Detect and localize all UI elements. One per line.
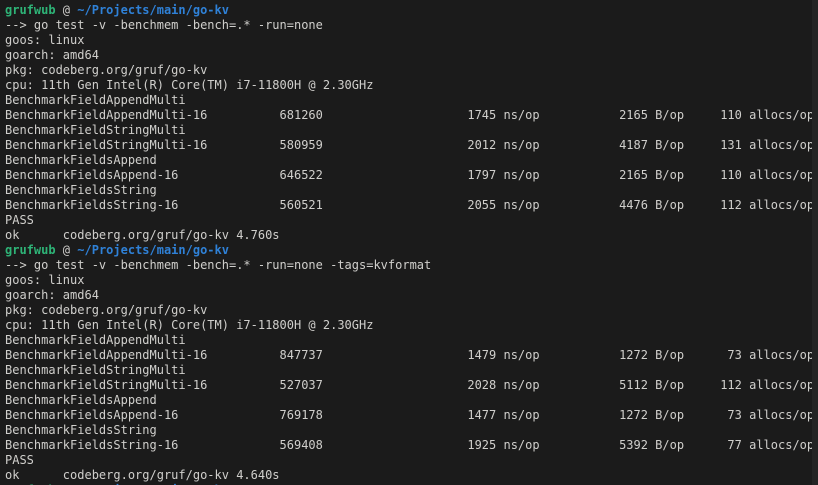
- benchmark-row: BenchmarkFieldsString-16 560521 2055 ns/op…: [5, 198, 818, 213]
- env-line-pkg: pkg: codeberg.org/gruf/go-kv: [5, 303, 208, 317]
- benchmark-ns-per-op: 1477 ns/op: [467, 408, 540, 422]
- benchmark-name: BenchmarkFieldStringMulti-16: [5, 378, 208, 392]
- pass-line: PASS: [5, 453, 34, 467]
- benchmark-group-line: BenchmarkFieldStringMulti: [5, 123, 186, 137]
- benchmark-iterations: 580959: [279, 138, 323, 152]
- command-line: --> go test -v -benchmem -bench=.* -run=…: [5, 258, 432, 272]
- benchmark-name: BenchmarkFieldAppendMulti-16: [5, 108, 208, 122]
- benchmark-name: BenchmarkFieldAppendMulti-16: [5, 348, 208, 362]
- benchmark-group-line: BenchmarkFieldsAppend: [5, 393, 157, 407]
- shell-prompt: grufwub @ ~/Projects/main/go-kv: [5, 3, 818, 18]
- pass-line: PASS: [5, 213, 34, 227]
- benchmark-name: BenchmarkFieldsAppend-16: [5, 168, 179, 182]
- prompt-separator: @: [55, 3, 78, 17]
- shell-prompt: grufwub @ ~/Projects/main/go-kv: [5, 483, 818, 485]
- benchmark-ns-per-op: 1797 ns/op: [467, 168, 540, 182]
- benchmark-iterations: 681260: [279, 108, 323, 122]
- env-line-goarch: goarch: amd64: [5, 48, 99, 62]
- benchmark-row: BenchmarkFieldAppendMulti-16 681260 1745 n…: [5, 108, 818, 123]
- benchmark-iterations: 527037: [279, 378, 323, 392]
- benchmark-allocs-per-op: 110 allocs/op: [720, 108, 815, 122]
- benchmark-ns-per-op: 2012 ns/op: [467, 138, 540, 152]
- benchmark-ns-per-op: 1925 ns/op: [467, 438, 540, 452]
- benchmark-allocs-per-op: 73 allocs/op: [727, 348, 815, 362]
- env-line-goarch: goarch: amd64: [5, 288, 99, 302]
- benchmark-allocs-per-op: 110 allocs/op: [720, 168, 815, 182]
- command-line: --> go test -v -benchmem -bench=.* -run=…: [5, 18, 323, 32]
- prompt-path: ~/Projects/main/go-kv: [77, 483, 229, 485]
- benchmark-row: BenchmarkFieldsAppend-16 646522 1797 ns/op…: [5, 168, 818, 183]
- benchmark-ns-per-op: 2055 ns/op: [467, 198, 540, 212]
- prompt-path: ~/Projects/main/go-kv: [77, 3, 229, 17]
- ok-result-line: ok codeberg.org/gruf/go-kv 4.760s: [5, 228, 280, 242]
- benchmark-ns-per-op: 1479 ns/op: [467, 348, 540, 362]
- benchmark-group-line: BenchmarkFieldsString: [5, 423, 157, 437]
- benchmark-group-line: BenchmarkFieldAppendMulti: [5, 333, 186, 347]
- benchmark-bytes-per-op: 1272 B/op: [619, 348, 685, 362]
- benchmark-allocs-per-op: 77 allocs/op: [727, 438, 815, 452]
- env-line-cpu: cpu: 11th Gen Intel(R) Core(TM) i7-11800…: [5, 318, 374, 332]
- benchmark-ns-per-op: 2028 ns/op: [467, 378, 540, 392]
- benchmark-bytes-per-op: 1272 B/op: [619, 408, 685, 422]
- shell-prompt: grufwub @ ~/Projects/main/go-kv: [5, 243, 818, 258]
- benchmark-name: BenchmarkFieldsString-16: [5, 438, 179, 452]
- ok-result-line: ok codeberg.org/gruf/go-kv 4.640s: [5, 468, 280, 482]
- benchmark-bytes-per-op: 2165 B/op: [619, 168, 685, 182]
- benchmark-row: BenchmarkFieldStringMulti-16 580959 2012 n…: [5, 138, 818, 153]
- benchmark-iterations: 646522: [279, 168, 323, 182]
- prompt-username: grufwub: [5, 243, 56, 257]
- benchmark-iterations: 560521: [279, 198, 323, 212]
- benchmark-name: BenchmarkFieldsAppend-16: [5, 408, 179, 422]
- benchmark-name: BenchmarkFieldsString-16: [5, 198, 179, 212]
- benchmark-group-line: BenchmarkFieldsString: [5, 183, 157, 197]
- benchmark-iterations: 847737: [279, 348, 323, 362]
- env-line-pkg: pkg: codeberg.org/gruf/go-kv: [5, 63, 208, 77]
- prompt-username: grufwub: [5, 3, 56, 17]
- benchmark-iterations: 569408: [279, 438, 323, 452]
- benchmark-allocs-per-op: 73 allocs/op: [727, 408, 815, 422]
- benchmark-row: BenchmarkFieldAppendMulti-16 847737 1479 n…: [5, 348, 818, 363]
- benchmark-name: BenchmarkFieldStringMulti-16: [5, 138, 208, 152]
- benchmark-allocs-per-op: 112 allocs/op: [720, 378, 815, 392]
- env-line-cpu: cpu: 11th Gen Intel(R) Core(TM) i7-11800…: [5, 78, 374, 92]
- benchmark-allocs-per-op: 112 allocs/op: [720, 198, 815, 212]
- benchmark-group-line: BenchmarkFieldAppendMulti: [5, 93, 186, 107]
- prompt-path: ~/Projects/main/go-kv: [77, 243, 229, 257]
- benchmark-bytes-per-op: 4187 B/op: [619, 138, 685, 152]
- benchmark-group-line: BenchmarkFieldsAppend: [5, 153, 157, 167]
- scrollbar[interactable]: [812, 0, 818, 485]
- env-line-goos: goos: linux: [5, 273, 85, 287]
- benchmark-group-line: BenchmarkFieldStringMulti: [5, 363, 186, 377]
- benchmark-allocs-per-op: 131 allocs/op: [720, 138, 815, 152]
- benchmark-bytes-per-op: 2165 B/op: [619, 108, 685, 122]
- benchmark-ns-per-op: 1745 ns/op: [467, 108, 540, 122]
- benchmark-bytes-per-op: 5392 B/op: [619, 438, 685, 452]
- benchmark-bytes-per-op: 5112 B/op: [619, 378, 685, 392]
- prompt-separator: @: [56, 483, 78, 485]
- env-line-goos: goos: linux: [5, 33, 85, 47]
- prompt-separator: @: [55, 243, 78, 257]
- benchmark-row: BenchmarkFieldsString-16 569408 1925 ns/op…: [5, 438, 818, 453]
- benchmark-bytes-per-op: 4476 B/op: [619, 198, 685, 212]
- prompt-username: grufwub: [5, 483, 56, 485]
- benchmark-row: BenchmarkFieldStringMulti-16 527037 2028 n…: [5, 378, 818, 393]
- benchmark-iterations: 769178: [279, 408, 323, 422]
- benchmark-row: BenchmarkFieldsAppend-16 769178 1477 ns/op…: [5, 408, 818, 423]
